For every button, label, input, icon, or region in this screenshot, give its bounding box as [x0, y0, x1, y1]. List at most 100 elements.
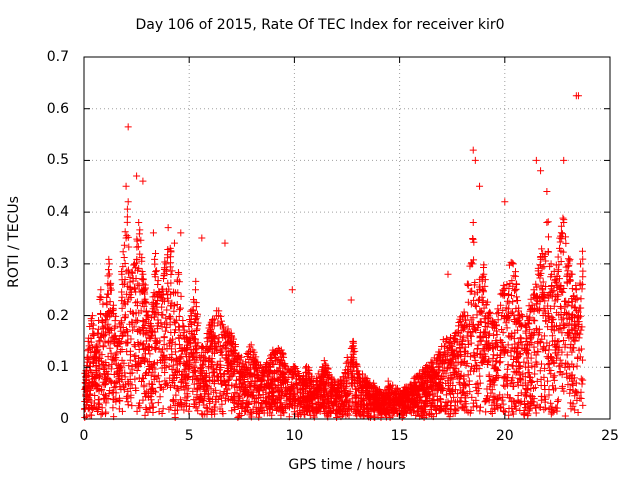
- data-point: [566, 372, 574, 380]
- data-point: [187, 346, 195, 354]
- data-point: [348, 395, 356, 403]
- data-point: [508, 291, 516, 299]
- data-point: [149, 229, 157, 237]
- data-point: [507, 352, 515, 360]
- data-point: [169, 396, 177, 404]
- data-point: [433, 392, 441, 400]
- data-point: [540, 343, 548, 351]
- data-point: [356, 400, 364, 408]
- data-point: [143, 388, 151, 396]
- data-point: [566, 276, 574, 284]
- data-point: [358, 402, 366, 410]
- data-point: [450, 337, 458, 345]
- data-point: [121, 314, 129, 322]
- data-point: [277, 411, 285, 419]
- data-point: [556, 302, 564, 310]
- data-point: [156, 393, 164, 401]
- data-point: [379, 394, 387, 402]
- data-point: [434, 384, 442, 392]
- data-point: [473, 387, 481, 395]
- data-point: [193, 384, 201, 392]
- data-point: [560, 324, 568, 332]
- data-point: [141, 411, 149, 419]
- data-point: [126, 376, 134, 384]
- data-point: [142, 318, 150, 326]
- data-point: [154, 281, 162, 289]
- data-point: [539, 278, 547, 286]
- data-point: [521, 321, 529, 329]
- data-point: [207, 357, 215, 365]
- data-point: [538, 264, 546, 272]
- data-point: [250, 383, 258, 391]
- data-point: [251, 370, 259, 378]
- data-point: [494, 316, 502, 324]
- data-point: [242, 387, 250, 395]
- data-point: [571, 392, 579, 400]
- data-point: [431, 383, 439, 391]
- data-point: [175, 386, 183, 394]
- data-point: [337, 394, 345, 402]
- data-point: [440, 343, 448, 351]
- data-point: [539, 293, 547, 301]
- data-point: [232, 380, 240, 388]
- data-point: [344, 390, 352, 398]
- data-point: [575, 346, 583, 354]
- data-point: [522, 329, 530, 337]
- data-point: [512, 348, 520, 356]
- data-point: [360, 379, 368, 387]
- data-point: [454, 390, 462, 398]
- data-point: [221, 239, 229, 247]
- y-tick-label: 0: [60, 411, 69, 427]
- data-point: [532, 358, 540, 366]
- data-point: [332, 409, 340, 417]
- data-point: [139, 341, 147, 349]
- data-point: [241, 381, 249, 389]
- data-point: [437, 398, 445, 406]
- data-point: [523, 386, 531, 394]
- data-point: [372, 389, 380, 397]
- data-point: [183, 337, 191, 345]
- data-point: [550, 327, 558, 335]
- data-point: [412, 386, 420, 394]
- data-point: [508, 362, 516, 370]
- data-point: [436, 404, 444, 412]
- data-point: [486, 308, 494, 316]
- data-point: [386, 413, 394, 421]
- data-point: [524, 350, 532, 358]
- data-point: [243, 398, 251, 406]
- data-point: [425, 410, 433, 418]
- data-point: [135, 218, 143, 226]
- data-point: [96, 295, 104, 303]
- data-point: [226, 363, 234, 371]
- data-point: [152, 343, 160, 351]
- data-point: [454, 398, 462, 406]
- data-point: [159, 311, 167, 319]
- data-point: [99, 378, 107, 386]
- data-point: [182, 379, 190, 387]
- data-point: [114, 373, 122, 381]
- data-point: [210, 339, 218, 347]
- data-point: [472, 383, 480, 391]
- data-point: [166, 383, 174, 391]
- data-point: [430, 403, 438, 411]
- chart-title: Day 106 of 2015, Rate Of TEC Index for r…: [135, 17, 505, 33]
- x-tick-label: 5: [184, 428, 194, 444]
- data-point: [478, 309, 486, 317]
- data-point: [152, 250, 160, 258]
- data-point: [124, 380, 132, 388]
- data-point: [308, 396, 316, 404]
- data-point: [554, 253, 562, 261]
- data-point: [133, 302, 141, 310]
- data-point: [172, 391, 180, 399]
- data-point: [522, 338, 530, 346]
- data-point: [132, 299, 140, 307]
- data-point: [543, 353, 551, 361]
- data-point: [263, 394, 271, 402]
- data-point: [107, 349, 115, 357]
- data-point: [126, 286, 134, 294]
- data-point: [288, 286, 296, 294]
- data-point: [123, 218, 131, 226]
- data-point: [151, 270, 159, 278]
- data-point: [121, 260, 129, 268]
- data-point: [452, 336, 460, 344]
